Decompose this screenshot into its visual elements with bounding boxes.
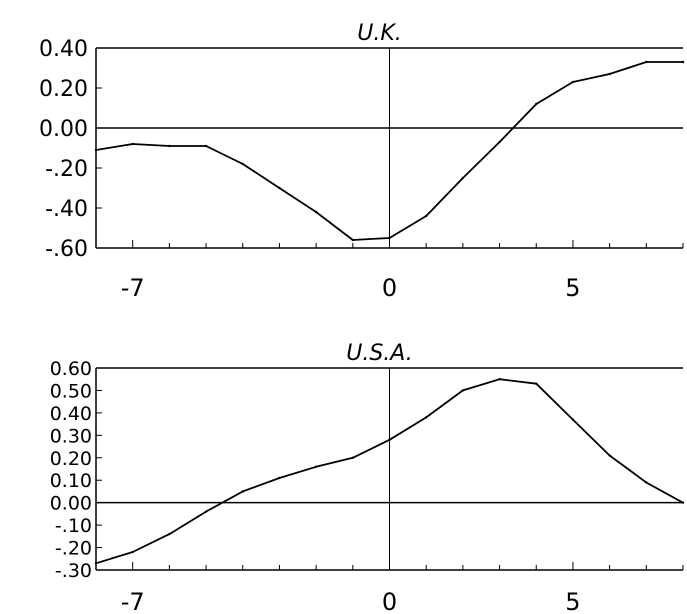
usa-data-point: [681, 501, 685, 504]
uk-data-point: [424, 214, 428, 218]
usa-ytick-label: 0.30: [50, 425, 92, 447]
uk-data-point: [94, 148, 98, 152]
uk-ytick-label: 0.00: [39, 117, 88, 142]
usa-data-point: [278, 476, 281, 480]
uk-ytick-label: 0.40: [39, 37, 88, 62]
usa-data-point: [645, 481, 648, 484]
uk-ytick-label: -.60: [45, 237, 88, 262]
uk-data-point: [571, 80, 575, 84]
usa-data-point: [388, 438, 391, 442]
uk-data-point: [461, 176, 465, 180]
usa-data-point: [241, 490, 244, 493]
usa-data-point: [351, 456, 355, 459]
usa-xtick-label: -7: [121, 588, 145, 614]
usa-data-point: [131, 550, 134, 554]
usa-ytick-label: 0.50: [50, 380, 92, 402]
uk-data-point: [351, 238, 355, 242]
usa-ytick-label: 0.20: [50, 448, 92, 470]
usa-data-point: [94, 562, 98, 565]
usa-xtick-label: 5: [565, 588, 580, 614]
usa-data-point: [461, 389, 465, 392]
uk-data-point: [168, 144, 171, 148]
uk-ytick-label: -.40: [45, 197, 88, 222]
usa-data-point: [571, 418, 575, 421]
uk-data-point: [131, 142, 134, 146]
uk-ytick-label: -.20: [45, 157, 88, 182]
uk-data-point: [314, 210, 318, 214]
usa-ytick-label: 0.10: [50, 470, 92, 492]
usa-ytick-label: -.10: [55, 515, 92, 537]
uk-data-point: [388, 236, 391, 240]
usa-ytick-label: -.30: [55, 560, 92, 582]
usa-data-point: [535, 382, 538, 385]
usa-data-point: [314, 465, 318, 468]
uk-data-point: [278, 186, 281, 190]
usa-chart: U.S.A.0.600.500.400.300.200.100.00-.10-.…: [50, 341, 685, 614]
usa-data-point: [498, 378, 501, 381]
uk-data-point: [535, 102, 538, 106]
uk-data-point: [241, 162, 244, 166]
usa-data-point: [424, 416, 428, 419]
uk-data-point: [608, 72, 611, 76]
uk-data-point: [204, 144, 208, 148]
uk-chart: U.K. 0.40 0.20 0.00 -.20 -.40 -.60 -7 0 5: [39, 21, 685, 302]
uk-data-point: [645, 60, 648, 64]
usa-chart-title: U.S.A.: [346, 341, 413, 366]
usa-data-point: [204, 510, 208, 513]
uk-xtick-label: -7: [121, 274, 145, 302]
uk-xtick-label: 5: [565, 274, 580, 302]
uk-chart-title: U.K.: [357, 21, 402, 46]
uk-data-point: [681, 60, 685, 64]
usa-ytick-label: 0.40: [50, 403, 92, 425]
usa-ytick-label: 0.60: [50, 358, 92, 380]
usa-ytick-label: 0.00: [50, 493, 92, 515]
usa-data-point: [608, 454, 611, 457]
uk-ytick-label: 0.20: [39, 77, 88, 102]
usa-xtick-label: 0: [382, 588, 397, 614]
usa-data-point: [168, 532, 171, 536]
uk-xtick-label: 0: [382, 274, 397, 302]
uk-data-point: [498, 140, 501, 144]
usa-ytick-label: -.20: [55, 538, 92, 560]
